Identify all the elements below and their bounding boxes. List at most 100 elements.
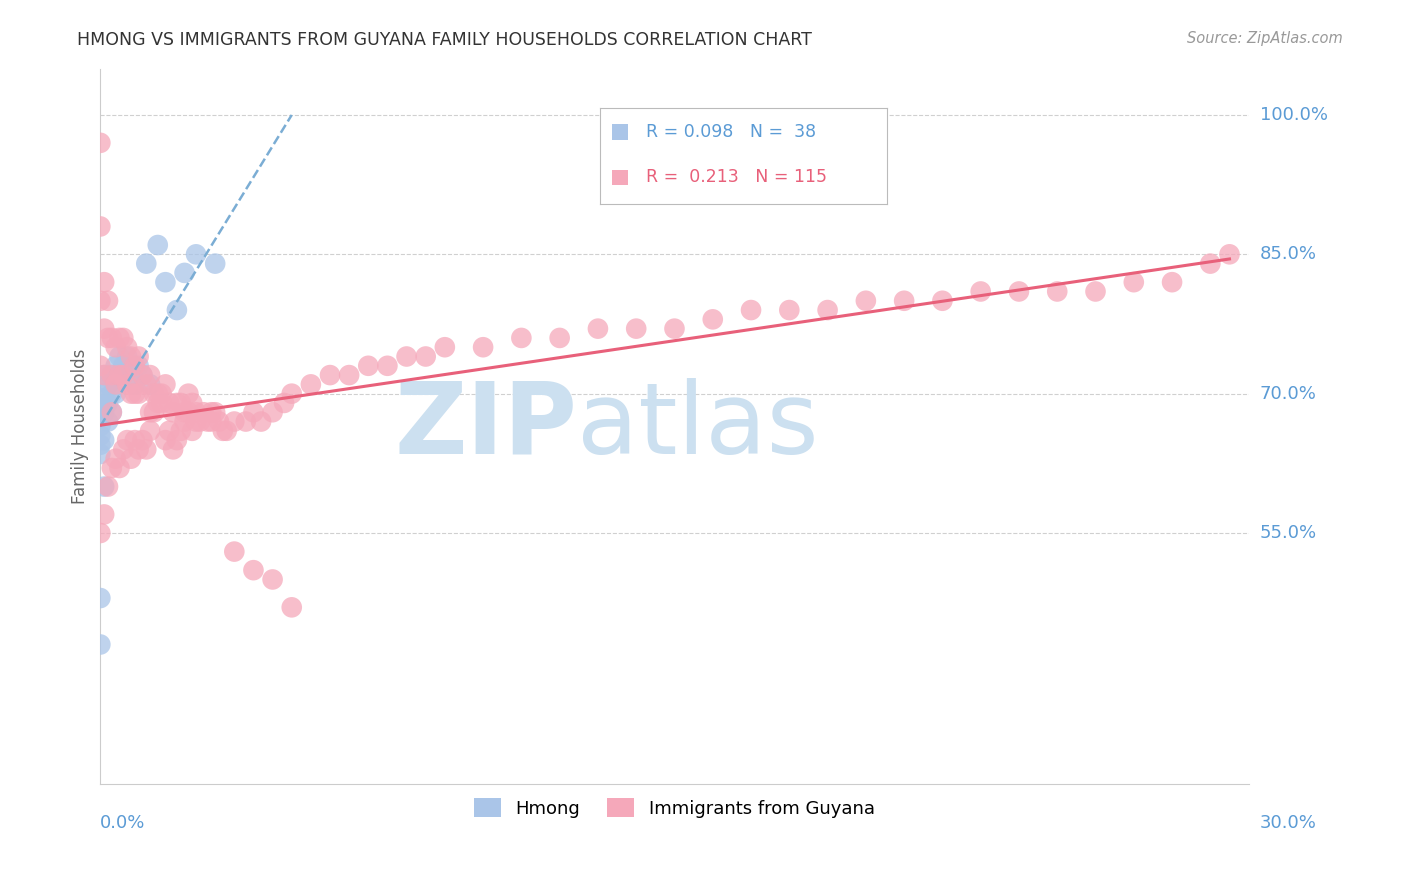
Point bbox=[115, 377, 138, 392]
Point bbox=[377, 359, 399, 373]
Point bbox=[115, 350, 138, 364]
Point bbox=[224, 544, 246, 558]
Point bbox=[211, 424, 233, 438]
Point bbox=[1084, 285, 1107, 299]
Point bbox=[104, 340, 127, 354]
Point bbox=[108, 350, 131, 364]
Point bbox=[89, 638, 111, 652]
Point bbox=[664, 321, 686, 335]
Point bbox=[128, 386, 150, 401]
Point bbox=[155, 275, 177, 289]
Point bbox=[120, 350, 142, 364]
Point bbox=[170, 424, 193, 438]
Point bbox=[262, 573, 284, 587]
Point bbox=[115, 433, 138, 447]
Point bbox=[155, 433, 177, 447]
Point bbox=[235, 415, 257, 429]
Point bbox=[166, 303, 188, 318]
Point bbox=[250, 415, 273, 429]
Point bbox=[112, 331, 135, 345]
Point bbox=[177, 405, 200, 419]
Point bbox=[170, 396, 193, 410]
Point bbox=[128, 350, 150, 364]
Point bbox=[131, 368, 153, 383]
Point bbox=[89, 591, 111, 605]
Point bbox=[173, 415, 195, 429]
Point bbox=[120, 368, 142, 383]
Point bbox=[89, 219, 111, 234]
Point bbox=[1199, 257, 1222, 271]
Point bbox=[135, 377, 157, 392]
Text: ZIP: ZIP bbox=[394, 377, 576, 475]
Point bbox=[319, 368, 342, 383]
Text: 70.0%: 70.0% bbox=[1260, 384, 1316, 402]
Point bbox=[135, 442, 157, 457]
Text: 0.0%: 0.0% bbox=[100, 814, 146, 832]
Point bbox=[215, 424, 238, 438]
Point bbox=[101, 405, 124, 419]
Point bbox=[184, 405, 207, 419]
Point bbox=[357, 359, 380, 373]
Point bbox=[131, 368, 153, 383]
Point bbox=[242, 563, 264, 577]
Point bbox=[262, 405, 284, 419]
Point bbox=[120, 451, 142, 466]
Point bbox=[101, 386, 124, 401]
Point bbox=[142, 386, 165, 401]
Point bbox=[1046, 285, 1069, 299]
Point bbox=[173, 405, 195, 419]
Point bbox=[184, 247, 207, 261]
Point bbox=[139, 377, 162, 392]
Point bbox=[101, 368, 124, 383]
Point bbox=[146, 396, 169, 410]
Point bbox=[104, 386, 127, 401]
Point bbox=[150, 396, 173, 410]
Point bbox=[173, 266, 195, 280]
Point bbox=[395, 350, 418, 364]
Point bbox=[166, 396, 188, 410]
Point bbox=[104, 359, 127, 373]
Point bbox=[101, 331, 124, 345]
Point bbox=[200, 415, 222, 429]
Point bbox=[89, 401, 111, 415]
Text: HMONG VS IMMIGRANTS FROM GUYANA FAMILY HOUSEHOLDS CORRELATION CHART: HMONG VS IMMIGRANTS FROM GUYANA FAMILY H… bbox=[77, 31, 813, 49]
Point bbox=[242, 405, 264, 419]
Point bbox=[89, 526, 111, 541]
Point bbox=[112, 359, 135, 373]
Point bbox=[970, 285, 993, 299]
Point bbox=[548, 331, 571, 345]
Point bbox=[108, 461, 131, 475]
Point bbox=[135, 257, 157, 271]
Point bbox=[89, 359, 111, 373]
Point bbox=[510, 331, 533, 345]
Point bbox=[93, 275, 115, 289]
Point bbox=[139, 405, 162, 419]
Point bbox=[124, 359, 146, 373]
Point bbox=[204, 257, 226, 271]
Point bbox=[89, 409, 111, 424]
Point bbox=[89, 392, 111, 406]
Point bbox=[155, 377, 177, 392]
Point bbox=[299, 377, 322, 392]
Point bbox=[115, 340, 138, 354]
Point bbox=[146, 238, 169, 252]
Point bbox=[93, 368, 115, 383]
Point bbox=[197, 415, 219, 429]
Point bbox=[89, 136, 111, 150]
Text: 100.0%: 100.0% bbox=[1260, 106, 1327, 124]
Point bbox=[280, 386, 302, 401]
Point bbox=[150, 386, 173, 401]
Point bbox=[1161, 275, 1184, 289]
Point bbox=[817, 303, 839, 318]
Point bbox=[93, 508, 115, 522]
Point bbox=[93, 386, 115, 401]
Point bbox=[162, 442, 184, 457]
Point bbox=[101, 461, 124, 475]
Point bbox=[97, 331, 120, 345]
Point bbox=[97, 293, 120, 308]
Point bbox=[855, 293, 877, 308]
Point bbox=[146, 386, 169, 401]
Point bbox=[624, 321, 647, 335]
Point bbox=[142, 405, 165, 419]
Point bbox=[702, 312, 724, 326]
